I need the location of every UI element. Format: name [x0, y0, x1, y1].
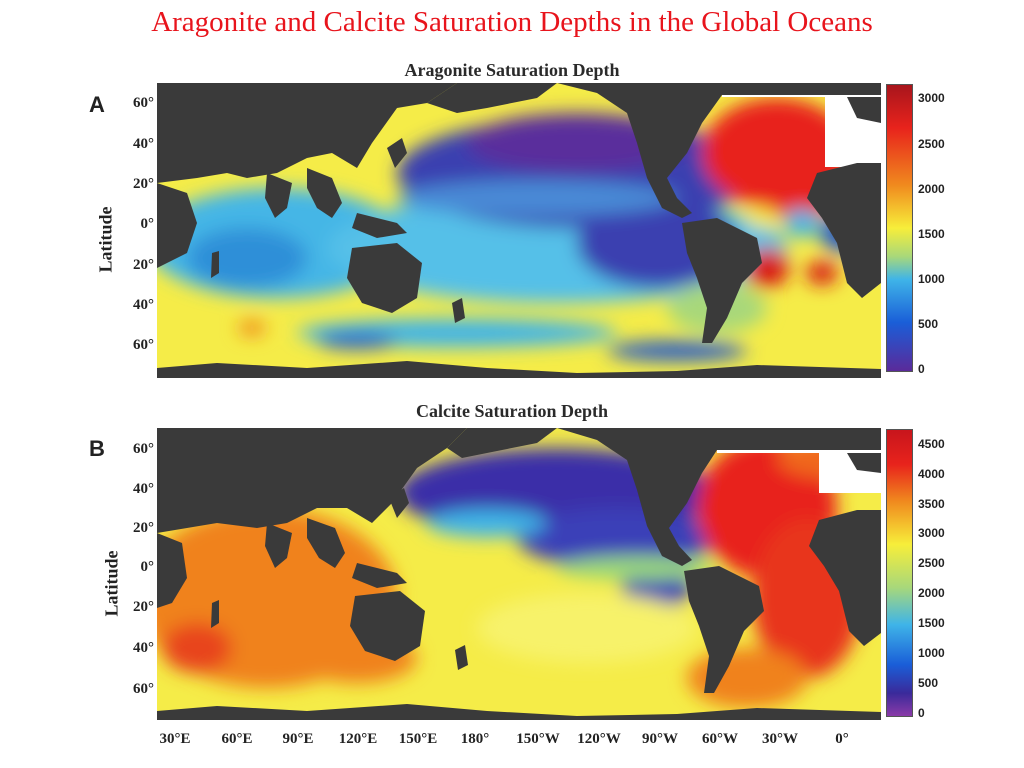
- panel-a-lat-tick: 0°: [140, 216, 155, 232]
- calcite-map: [157, 428, 881, 720]
- aragonite-colorbar-tick: 0: [918, 362, 925, 376]
- aragonite-colorbar-tick: 2000: [918, 182, 945, 196]
- lon-tick: 60°W: [702, 731, 738, 747]
- calcite-colorbar: [886, 429, 913, 717]
- aragonite-colorbar-tick: 2500: [918, 137, 945, 151]
- aragonite-colorbar-tick: 3000: [918, 91, 945, 105]
- panel-a-letter: A: [89, 92, 105, 117]
- lon-tick: 150°W: [516, 731, 560, 747]
- panel-b-lat-tick: 40°: [133, 481, 154, 497]
- slide-title: Aragonite and Calcite Saturation Depths …: [151, 6, 873, 38]
- panel-a-lat-tick: 60°: [133, 337, 154, 353]
- calcite-colorbar-tick: 2500: [918, 556, 945, 570]
- panel-a-title: Aragonite Saturation Depth: [404, 60, 620, 80]
- panel-a-lat-tick: 20°: [133, 176, 154, 192]
- lon-tick: 30°W: [762, 731, 798, 747]
- calcite-colorbar-tick: 3500: [918, 497, 945, 511]
- panel-b-lat-tick: 60°: [133, 681, 154, 697]
- calcite-colorbar-tick: 1500: [918, 616, 945, 630]
- panel-b-lat-tick: 20°: [133, 520, 154, 536]
- lon-tick: 60°E: [221, 731, 253, 747]
- aragonite-colorbar-tick: 1500: [918, 227, 945, 241]
- panel-a-lat-tick: 40°: [133, 136, 154, 152]
- lon-tick: 180°: [460, 731, 490, 747]
- aragonite-colorbar-tick: 1000: [918, 272, 945, 286]
- aragonite-colorbar: [886, 84, 913, 372]
- lon-tick: 90°E: [282, 731, 314, 747]
- panel-b-lat-tick: 40°: [133, 640, 154, 656]
- calcite-colorbar-tick: 4000: [918, 467, 945, 481]
- panel-b-title: Calcite Saturation Depth: [416, 401, 608, 421]
- panel-b-lat-tick: 60°: [133, 441, 154, 457]
- panel-a-lat-tick: 60°: [133, 95, 154, 111]
- calcite-colorbar-tick: 500: [918, 676, 939, 690]
- lon-tick: 120°W: [577, 731, 621, 747]
- calcite-colorbar-tick: 1000: [918, 646, 945, 660]
- lon-tick: 30°E: [159, 731, 191, 747]
- panel-a-lat-tick: 40°: [133, 297, 154, 313]
- calcite-colorbar-tick: 3000: [918, 526, 945, 540]
- panel-b-lat-tick: 0°: [140, 559, 155, 575]
- lon-tick: 0°: [835, 731, 849, 747]
- lon-tick: 120°E: [338, 731, 378, 747]
- panel-b-letter: B: [89, 436, 105, 461]
- aragonite-colorbar-tick: 500: [918, 317, 939, 331]
- aragonite-map: [157, 83, 881, 378]
- calcite-colorbar-tick: 4500: [918, 437, 945, 451]
- lon-tick: 90°W: [642, 731, 678, 747]
- calcite-colorbar-tick: 2000: [918, 586, 945, 600]
- panel-a-lat-tick: 20°: [133, 257, 154, 273]
- lon-tick: 150°E: [398, 731, 438, 747]
- panel-b-lat-tick: 20°: [133, 599, 154, 615]
- calcite-colorbar-tick: 0: [918, 706, 925, 720]
